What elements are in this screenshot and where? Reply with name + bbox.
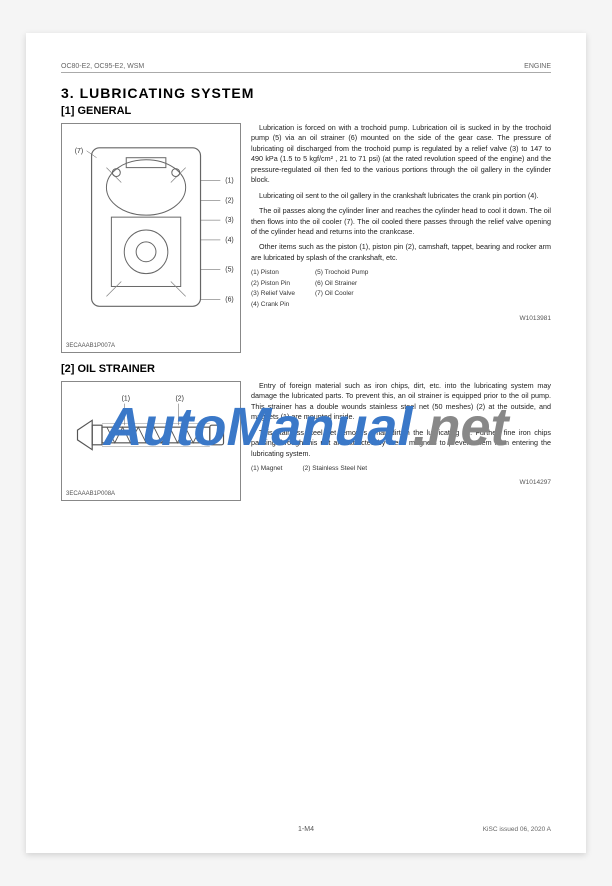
list-item: (2) Piston Pin (251, 279, 295, 288)
para: Entry of foreign material such as iron c… (251, 381, 551, 423)
list-item: (1) Piston (251, 268, 295, 277)
svg-text:(5): (5) (225, 267, 233, 274)
figure-general: (1) (2) (3) (4) (5) (6) (7) 3ECAAAB1P007… (61, 123, 241, 353)
oil-strainer-diagram-icon: (1) (2) (66, 386, 236, 484)
list-item: (3) Relief Valve (251, 289, 295, 298)
list-item: (1) Magnet (251, 464, 282, 473)
general-parts-list: (1) Piston (2) Piston Pin (3) Relief Val… (251, 268, 551, 310)
para: Lubrication is forced on with a trochoid… (251, 123, 551, 186)
strainer-row: (1) (2) 3ECAAAB1P008A Entry of foreign m… (61, 381, 551, 501)
strainer-text: Entry of foreign material such as iron c… (251, 381, 551, 501)
list-item: (7) Oil Cooler (315, 289, 368, 298)
para: The oil passes along the cylinder liner … (251, 206, 551, 237)
general-row: (1) (2) (3) (4) (5) (6) (7) 3ECAAAB1P007… (61, 123, 551, 353)
header-model: OC80-E2, OC95-E2, WSM (61, 63, 144, 70)
svg-text:(1): (1) (225, 177, 233, 184)
issue-stamp: KiSC issued 06, 2020 A (483, 826, 551, 833)
list-item: (4) Crank Pin (251, 300, 295, 309)
subsection-strainer-title: [2] OIL STRAINER (61, 363, 551, 375)
list-item: (5) Trochoid Pump (315, 268, 368, 277)
list-item: (2) Stainless Steel Net (302, 464, 367, 473)
para: This stainless steel net removes small d… (251, 428, 551, 459)
strainer-parts-list: (1) Magnet (2) Stainless Steel Net (251, 464, 551, 474)
engine-diagram-icon: (1) (2) (3) (4) (5) (6) (7) (66, 128, 236, 336)
doc-id: W1013981 (251, 314, 551, 323)
svg-text:(7): (7) (75, 148, 83, 155)
manual-page: OC80-E2, OC95-E2, WSM ENGINE 3. LUBRICAT… (26, 33, 586, 853)
svg-text:(3): (3) (225, 217, 233, 224)
figure-strainer-caption: 3ECAAAB1P008A (66, 491, 236, 497)
svg-text:(1): (1) (122, 396, 130, 403)
figure-strainer: (1) (2) 3ECAAAB1P008A (61, 381, 241, 501)
para: Lubricating oil sent to the oil gallery … (251, 191, 551, 201)
svg-text:(6): (6) (225, 296, 233, 303)
header-section: ENGINE (524, 63, 551, 70)
list-item: (6) Oil Strainer (315, 279, 368, 288)
doc-id: W1014297 (251, 478, 551, 487)
figure-general-caption: 3ECAAAB1P007A (66, 343, 236, 349)
para: Other items such as the piston (1), pist… (251, 242, 551, 263)
svg-text:(4): (4) (225, 237, 233, 244)
svg-text:(2): (2) (225, 197, 233, 204)
section-title: 3. LUBRICATING SYSTEM (61, 85, 551, 101)
svg-text:(2): (2) (176, 396, 184, 403)
subsection-general-title: [1] GENERAL (61, 105, 551, 117)
page-header: OC80-E2, OC95-E2, WSM ENGINE (61, 63, 551, 73)
general-text: Lubrication is forced on with a trochoid… (251, 123, 551, 353)
